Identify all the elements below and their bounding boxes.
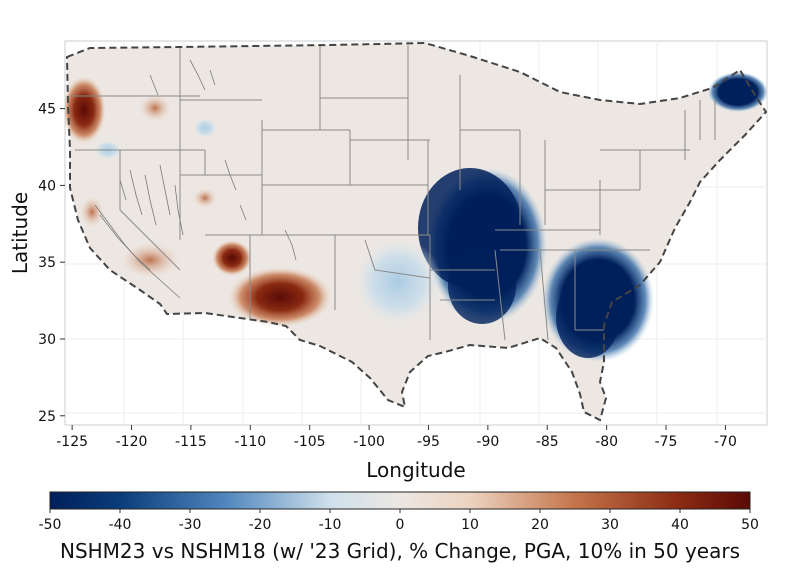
colorbar-tick-label: 0: [396, 517, 405, 533]
colorbar-tick-label: 50: [741, 517, 759, 533]
x-axis: -125 -120 -115 -110 -105 -100 -95 -90 -85 -80 -75 -…: [56, 425, 737, 450]
x-tick-label: -125: [56, 434, 88, 450]
y-tick-label: 35: [38, 255, 56, 271]
colorbar-tick-label: -50: [39, 517, 62, 533]
x-tick-label: -95: [417, 434, 440, 450]
anomaly-az-nm: [228, 267, 332, 327]
y-tick-label: 40: [38, 178, 56, 194]
colorbar-tick-label: -20: [249, 517, 272, 533]
colorbar-tick-label: 10: [461, 517, 479, 533]
anomaly-texas-oklahoma: [354, 238, 442, 326]
y-axis: 25 30 35 40 45: [38, 102, 65, 425]
anomaly-northern-az: [212, 240, 252, 276]
anomaly-so-cal: [120, 242, 180, 278]
colorbar-tick-label: 30: [601, 517, 619, 533]
anomaly-pacific-nw: [65, 76, 106, 144]
colorbar-title: NSHM23 vs NSHM18 (w/ '23 Grid), % Change…: [60, 539, 740, 563]
state-boundaries: [70, 45, 716, 341]
fault-traces: [94, 59, 297, 299]
x-axis-title: Longitude: [366, 458, 465, 482]
x-tick-label: -80: [595, 434, 618, 450]
x-tick-label: -110: [234, 434, 266, 450]
x-tick-label: -90: [476, 434, 499, 450]
colorbar-tick-label: -40: [109, 517, 132, 533]
anomaly-maine: [708, 72, 767, 112]
y-tick-label: 45: [38, 102, 56, 118]
y-tick-label: 30: [38, 332, 56, 348]
x-tick-label: -105: [294, 434, 326, 450]
x-tick-label: -85: [536, 434, 559, 450]
x-tick-label: -70: [714, 434, 737, 450]
colorbar-tick-label: 40: [671, 517, 689, 533]
colorbar-ticks: -50 -40 -30 -20 -10 0 10 20 30 40 50: [39, 509, 759, 533]
y-axis-title: Latitude: [8, 192, 32, 274]
colorbar: [49, 491, 751, 510]
x-tick-label: -100: [353, 434, 385, 450]
x-tick-label: -120: [116, 434, 148, 450]
colorbar-tick-label: -10: [319, 517, 342, 533]
x-tick-label: -75: [655, 434, 678, 450]
colorbar-tick-label: 20: [531, 517, 549, 533]
colorbar-tick-label: -30: [179, 517, 202, 533]
x-tick-label: -115: [175, 434, 207, 450]
y-tick-label: 25: [38, 409, 56, 425]
conus-outline: [65, 41, 768, 422]
